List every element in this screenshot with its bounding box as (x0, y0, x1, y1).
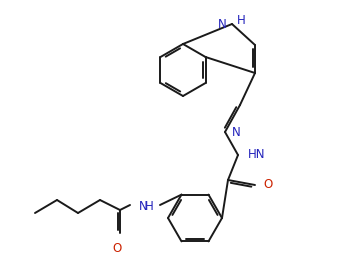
Text: H: H (145, 199, 154, 213)
Text: N: N (139, 199, 148, 213)
Text: O: O (263, 179, 272, 191)
Text: N: N (232, 126, 240, 138)
Text: HN: HN (248, 148, 266, 162)
Text: H: H (237, 15, 246, 28)
Text: N: N (218, 18, 227, 32)
Text: O: O (112, 242, 122, 255)
